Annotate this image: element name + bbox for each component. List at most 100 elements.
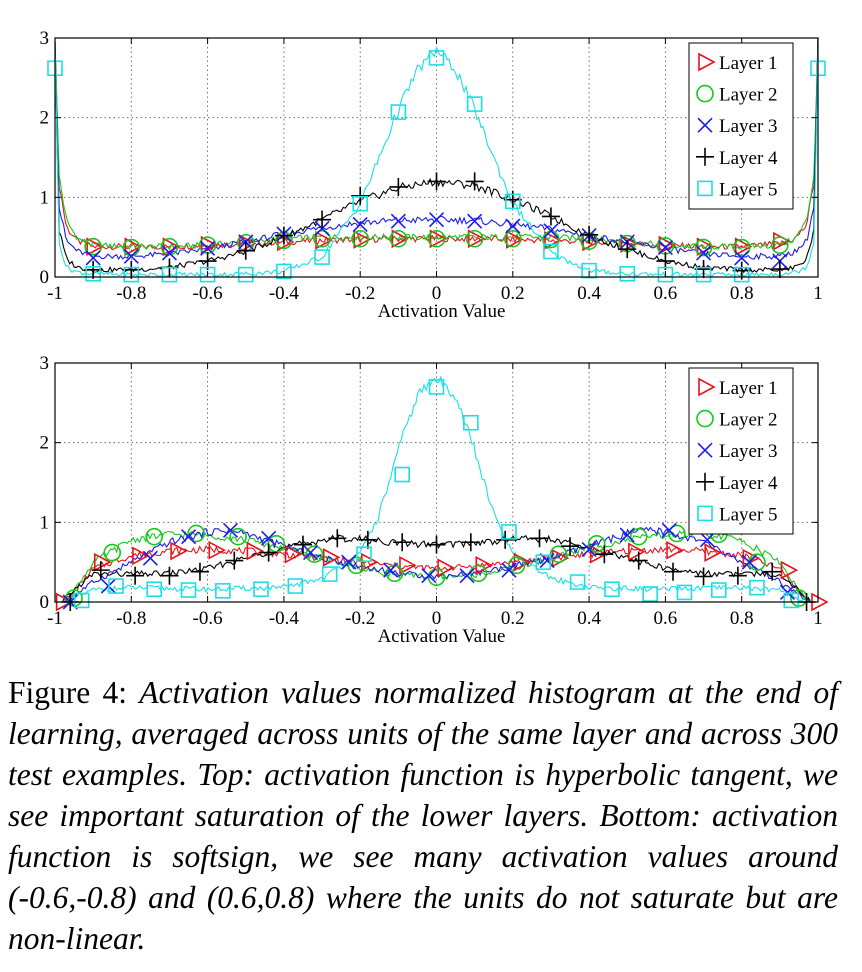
data-point [704, 543, 722, 562]
figure-caption: Figure 4: Activation values normalized h… [8, 672, 838, 959]
legend-marker [697, 442, 713, 458]
data-point [501, 562, 517, 578]
data-point [771, 236, 789, 254]
bottom-chart-softsign: -1 -0.8 -0.6 -0.4 -0.2 0 0.2 0.4 0.6 0.8 1 0 1 2 3 Acti… [40, 353, 829, 647]
legend-label: Layer 3 [719, 116, 778, 137]
data-point [421, 568, 437, 584]
data-point [124, 237, 143, 257]
data-point [496, 530, 515, 549]
data-point [694, 567, 713, 586]
series-line-layer-1 [62, 545, 811, 603]
data-point [253, 581, 269, 598]
data-point [437, 558, 455, 578]
legend-marker [697, 505, 713, 522]
data-point [356, 546, 372, 562]
data-point [259, 543, 278, 562]
series-markers-layer-5 [73, 379, 800, 609]
x-tick-label: 0.8 [730, 283, 754, 304]
data-point [328, 529, 347, 548]
legend-item: Layer 4 [696, 473, 778, 494]
data-point [85, 266, 101, 282]
caption-text: Activation values normalized histogram a… [8, 675, 839, 956]
data-point [351, 186, 370, 205]
data-point [459, 568, 475, 584]
legend-item: Layer 1 [698, 52, 778, 74]
data-point [427, 172, 446, 191]
legend-label: Layer 4 [719, 473, 778, 494]
data-point [390, 213, 406, 229]
data-point [305, 545, 324, 563]
series-line-layer-1 [54, 39, 819, 251]
data-point [161, 245, 178, 261]
data-point [261, 530, 277, 546]
y-tick-label: 1 [40, 512, 50, 533]
data-point [763, 562, 782, 581]
data-point [465, 172, 484, 191]
data-point [465, 229, 484, 248]
data-point [322, 548, 341, 567]
legend-label: Layer 5 [719, 504, 778, 525]
data-point [276, 263, 292, 280]
x-tick-label: -0.8 [116, 283, 146, 304]
data-point [505, 230, 524, 249]
data-point [466, 96, 483, 112]
data-point [180, 529, 197, 545]
data-point [429, 229, 448, 249]
x-tick-label: 0.4 [577, 283, 601, 304]
data-point [604, 581, 620, 598]
data-point [629, 527, 648, 546]
y-tick-label: 3 [40, 353, 50, 374]
data-point [108, 578, 124, 594]
data-point [779, 584, 796, 601]
x-tick-label: -0.4 [269, 608, 300, 629]
legend-marker [696, 84, 714, 103]
legend-marker [697, 117, 713, 133]
data-point [581, 541, 597, 557]
data-point [341, 554, 357, 570]
legend-item: Layer 1 [698, 377, 778, 399]
data-point [187, 524, 205, 543]
data-point [84, 237, 102, 256]
data-point [93, 552, 112, 572]
data-point [728, 566, 747, 585]
data-point [467, 229, 486, 249]
data-point [561, 537, 580, 556]
data-point [390, 104, 407, 120]
y-tick-label: 0 [40, 592, 50, 613]
data-point [463, 414, 479, 431]
data-point [274, 226, 293, 245]
data-point [237, 266, 254, 283]
data-point [783, 592, 800, 609]
series-markers-layer-2 [65, 524, 808, 607]
data-point [160, 237, 179, 256]
data-point [352, 216, 368, 232]
legend-item: Layer 5 [697, 179, 778, 200]
data-point [668, 524, 686, 543]
data-point [287, 578, 304, 594]
data-point [199, 266, 216, 283]
data-point [428, 212, 445, 228]
data-point [505, 218, 521, 234]
x-tick-label: 0.8 [730, 608, 754, 629]
data-point [581, 262, 597, 279]
legend-marker [696, 472, 714, 491]
data-point [587, 535, 606, 553]
data-point [391, 229, 410, 249]
legend-marker [696, 147, 714, 166]
data-point [711, 582, 727, 598]
data-point [695, 266, 712, 283]
x-tick-label: -0.2 [345, 608, 375, 629]
caption-label: Figure 4: [8, 675, 128, 710]
data-point [657, 266, 674, 283]
x-tick-label: -0.8 [116, 608, 146, 629]
data-point [694, 260, 713, 279]
series-markers-layer-4 [61, 529, 816, 611]
data-point [225, 551, 244, 570]
x-tick-label: 0.6 [654, 608, 678, 629]
series-markers-layer-5 [47, 50, 826, 283]
data-point [358, 530, 377, 549]
data-point [123, 248, 139, 264]
data-point [530, 529, 549, 548]
data-point [313, 229, 331, 248]
data-point [103, 543, 122, 562]
